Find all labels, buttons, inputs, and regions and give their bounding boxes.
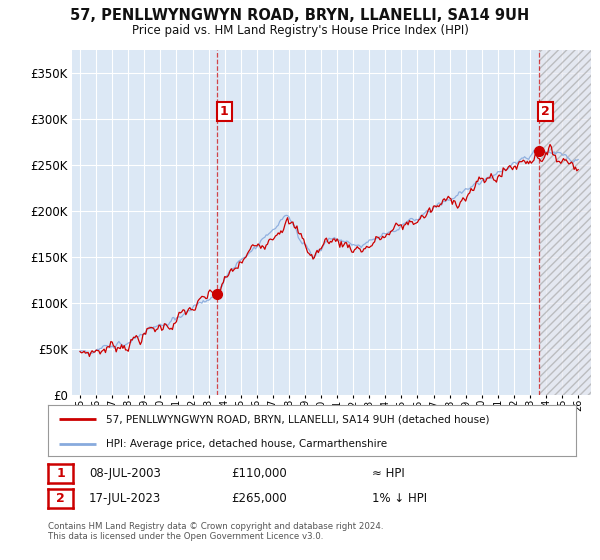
Text: 17-JUL-2023: 17-JUL-2023 [89, 492, 161, 506]
Text: 2: 2 [56, 492, 65, 506]
Text: ≈ HPI: ≈ HPI [372, 467, 405, 480]
Text: HPI: Average price, detached house, Carmarthenshire: HPI: Average price, detached house, Carm… [106, 438, 387, 449]
Text: Contains HM Land Registry data © Crown copyright and database right 2024.
This d: Contains HM Land Registry data © Crown c… [48, 522, 383, 542]
Text: 2: 2 [541, 105, 550, 118]
Text: £110,000: £110,000 [231, 467, 287, 480]
Text: 1: 1 [56, 467, 65, 480]
Text: Price paid vs. HM Land Registry's House Price Index (HPI): Price paid vs. HM Land Registry's House … [131, 24, 469, 36]
Text: 57, PENLLWYNGWYN ROAD, BRYN, LLANELLI, SA14 9UH (detached house): 57, PENLLWYNGWYN ROAD, BRYN, LLANELLI, S… [106, 414, 490, 424]
Text: £265,000: £265,000 [231, 492, 287, 506]
Text: 08-JUL-2003: 08-JUL-2003 [89, 467, 161, 480]
Bar [539, 50, 591, 395]
Text: 1: 1 [220, 105, 229, 118]
Text: 1% ↓ HPI: 1% ↓ HPI [372, 492, 427, 506]
Text: 57, PENLLWYNGWYN ROAD, BRYN, LLANELLI, SA14 9UH: 57, PENLLWYNGWYN ROAD, BRYN, LLANELLI, S… [70, 8, 530, 24]
